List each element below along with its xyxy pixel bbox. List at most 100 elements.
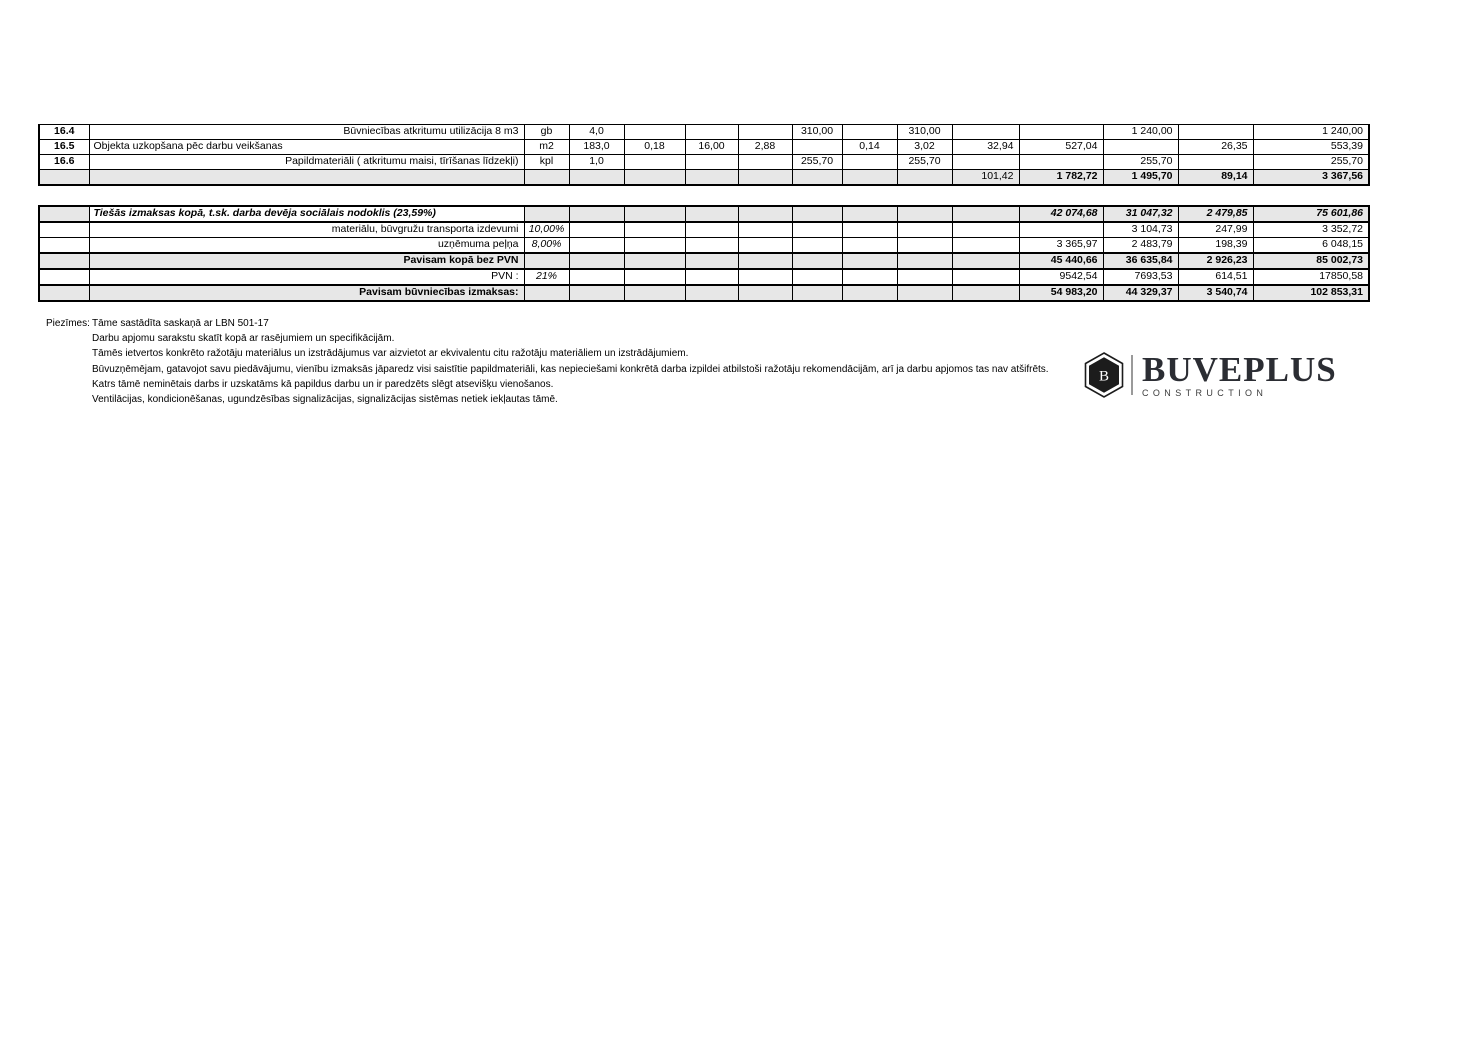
description-cell: Papildmateriāli ( atkritumu maisi, tīrīš… — [88, 154, 525, 170]
row-number-cell: 16.4 — [38, 124, 90, 140]
value-cell: 2 479,85 — [1177, 205, 1254, 223]
value-cell — [896, 221, 953, 238]
value-cell — [568, 221, 625, 238]
value-cell — [737, 154, 793, 170]
value-cell: 183,0 — [568, 139, 625, 155]
value-cell — [791, 284, 843, 302]
value-cell — [684, 268, 739, 286]
estimate-summary-body: Tiešās izmaksas kopā, t.sk. darba devēja… — [38, 205, 1370, 302]
description-cell: materiālu, būvgružu transporta izdevumi — [88, 221, 525, 238]
logo-divider — [1131, 355, 1133, 395]
value-cell — [568, 252, 625, 270]
row-number-cell — [38, 221, 90, 238]
value-cell — [568, 237, 625, 254]
value-cell: 3 540,74 — [1177, 284, 1254, 302]
value-cell — [896, 169, 953, 186]
note-line: Katrs tāmē neminētais darbs ir uzskatāms… — [92, 378, 554, 390]
value-cell — [568, 268, 625, 286]
value-cell — [1177, 154, 1254, 170]
value-cell: 310,00 — [791, 124, 843, 140]
row-number-cell — [38, 237, 90, 254]
value-cell — [841, 268, 898, 286]
value-cell: 102 853,31 — [1252, 284, 1370, 302]
value-cell — [737, 237, 793, 254]
value-cell — [623, 252, 686, 270]
table-row: PVN :21% 9542,54 7693,53 614,51 17850,58 — [38, 268, 1370, 286]
value-cell — [1018, 154, 1104, 170]
value-cell — [737, 205, 793, 223]
description-cell: uzņēmuma peļņa — [88, 237, 525, 254]
value-cell — [841, 205, 898, 223]
brand-name: BUVEPLUS — [1142, 349, 1337, 389]
value-cell: 4,0 — [568, 124, 625, 140]
description-cell — [88, 169, 525, 186]
value-cell: 527,04 — [1018, 139, 1104, 155]
value-cell: 247,99 — [1177, 221, 1254, 238]
value-cell: 1 782,72 — [1018, 169, 1104, 186]
value-cell: 0,14 — [841, 139, 898, 155]
value-cell: 310,00 — [896, 124, 953, 140]
value-cell: 2,88 — [737, 139, 793, 155]
value-cell — [1018, 124, 1104, 140]
hexagon-monogram-icon: B — [1084, 352, 1124, 398]
value-cell — [623, 268, 686, 286]
value-cell — [1177, 124, 1254, 140]
value-cell — [623, 124, 686, 140]
value-cell — [791, 221, 843, 238]
notes-section: Piezīmes: Tāme sastādīta saskaņā ar LBN … — [46, 316, 1049, 407]
description-cell: PVN : — [88, 268, 525, 286]
value-cell — [951, 221, 1020, 238]
value-cell — [896, 284, 953, 302]
value-cell: 198,39 — [1177, 237, 1254, 254]
value-cell: 1 240,00 — [1102, 124, 1179, 140]
value-cell — [841, 154, 898, 170]
monogram-letter: B — [1099, 369, 1109, 385]
value-cell — [791, 237, 843, 254]
value-cell: 16,00 — [684, 139, 739, 155]
value-cell — [896, 268, 953, 286]
value-cell: 85 002,73 — [1252, 252, 1370, 270]
value-cell — [623, 221, 686, 238]
value-cell — [791, 252, 843, 270]
value-cell: 44 329,37 — [1102, 284, 1179, 302]
value-cell — [896, 237, 953, 254]
value-cell: 32,94 — [951, 139, 1020, 155]
value-cell — [623, 169, 686, 186]
note-line: Tāme sastādīta saskaņā ar LBN 501-17 — [92, 318, 269, 329]
value-cell: 3 365,97 — [1018, 237, 1104, 254]
value-cell: 3,02 — [896, 139, 953, 155]
value-cell — [951, 205, 1020, 223]
value-cell: 75 601,86 — [1252, 205, 1370, 223]
value-cell — [623, 237, 686, 254]
value-cell — [684, 221, 739, 238]
row-number-cell: 16.6 — [38, 154, 90, 170]
description-cell: Tiešās izmaksas kopā, t.sk. darba devēja… — [88, 205, 525, 223]
value-cell — [623, 205, 686, 223]
value-cell: 31 047,32 — [1102, 205, 1179, 223]
estimate-summary-table: Tiešās izmaksas kopā, t.sk. darba devēja… — [38, 205, 1370, 302]
company-logo: B BUVEPLUS CONSTRUCTION — [1084, 352, 1337, 398]
value-cell — [791, 205, 843, 223]
notes-label: Piezīmes: — [46, 318, 90, 329]
value-cell: 10,00% — [523, 221, 570, 238]
value-cell — [841, 124, 898, 140]
description-cell: Pavisam būvniecības izmaksas: — [88, 284, 525, 302]
row-number-cell — [38, 169, 90, 186]
value-cell: 21% — [523, 268, 570, 286]
value-cell — [896, 252, 953, 270]
value-cell — [951, 284, 1020, 302]
value-cell — [684, 169, 739, 186]
value-cell — [523, 252, 570, 270]
value-cell — [841, 284, 898, 302]
description-cell: Pavisam kopā bez PVN — [88, 252, 525, 270]
value-cell: 3 367,56 — [1252, 169, 1370, 186]
value-cell — [568, 284, 625, 302]
value-cell — [951, 124, 1020, 140]
value-cell — [951, 252, 1020, 270]
value-cell: 101,42 — [951, 169, 1020, 186]
value-cell: gb — [523, 124, 570, 140]
value-cell: 255,70 — [1102, 154, 1179, 170]
value-cell — [737, 252, 793, 270]
note-line: Darbu apjomu sarakstu skatīt kopā ar ras… — [92, 333, 395, 345]
